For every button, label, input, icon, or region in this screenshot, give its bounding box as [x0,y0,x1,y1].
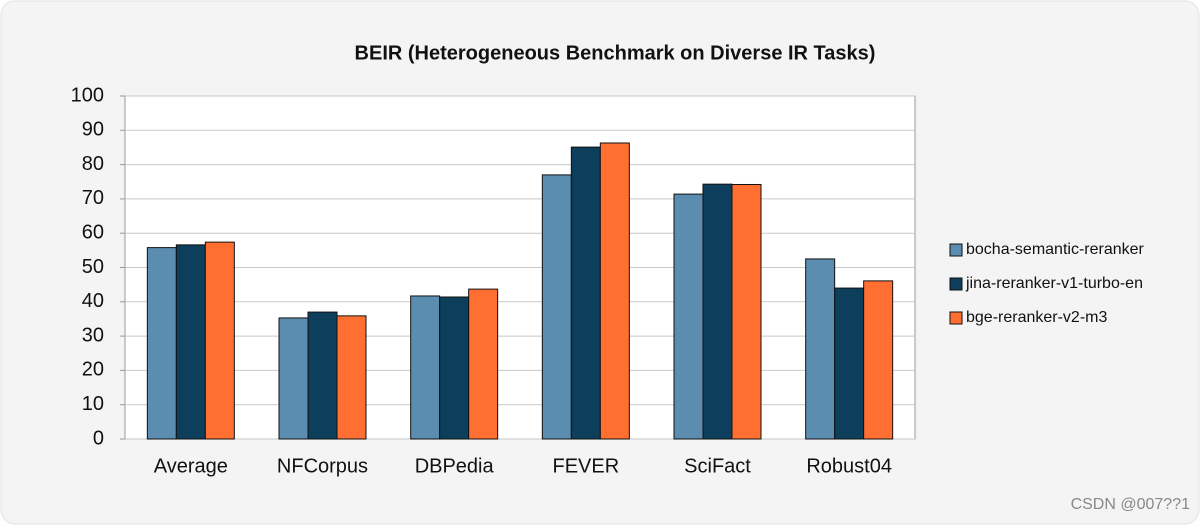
bar [834,287,865,440]
legend-label: jina-reranker-v1-turbo-en [965,275,1143,292]
x-tick-label: SciFact [684,455,751,477]
y-tick-label: 70 [82,187,104,209]
x-tick-label: Average [154,455,228,477]
y-tick-label: 20 [82,359,104,381]
bar [468,288,499,440]
bar [278,317,309,440]
y-tick-label: 30 [82,324,104,346]
y-tick-label: 90 [82,119,104,141]
legend-swatch [949,277,963,291]
legend-swatch [949,311,963,325]
bar [307,311,338,440]
x-tick-label: NFCorpus [277,455,368,477]
y-tick-label: 50 [82,256,104,278]
bar [805,258,836,440]
bar [863,280,894,440]
bar [204,241,235,440]
y-tick-label: 10 [82,393,104,415]
y-tick-label: 60 [82,221,104,243]
x-tick-label: Robust04 [806,455,892,477]
bar [731,183,762,440]
x-tick-label: FEVER [552,455,619,477]
legend-label: bocha-semantic-reranker [966,241,1145,258]
chart-title: BEIR (Heterogeneous Benchmark on Diverse… [355,42,876,64]
legend-label: bge-reranker-v2-m3 [966,309,1107,326]
bar [541,174,572,440]
bar [410,295,441,440]
legend-swatch [949,243,963,257]
bar [146,247,177,440]
y-tick-label: 80 [82,153,104,175]
bar [673,193,704,440]
y-tick-label: 40 [82,290,104,312]
y-tick-label: 0 [93,427,104,449]
bar [599,142,630,440]
watermark: CSDN @007??1 [1071,496,1191,513]
y-tick-label: 100 [71,84,104,106]
bar [439,296,470,440]
bar [175,244,206,440]
x-tick-label: DBPedia [415,455,495,477]
bar [702,183,733,440]
bar [570,146,601,440]
bar [336,315,367,440]
